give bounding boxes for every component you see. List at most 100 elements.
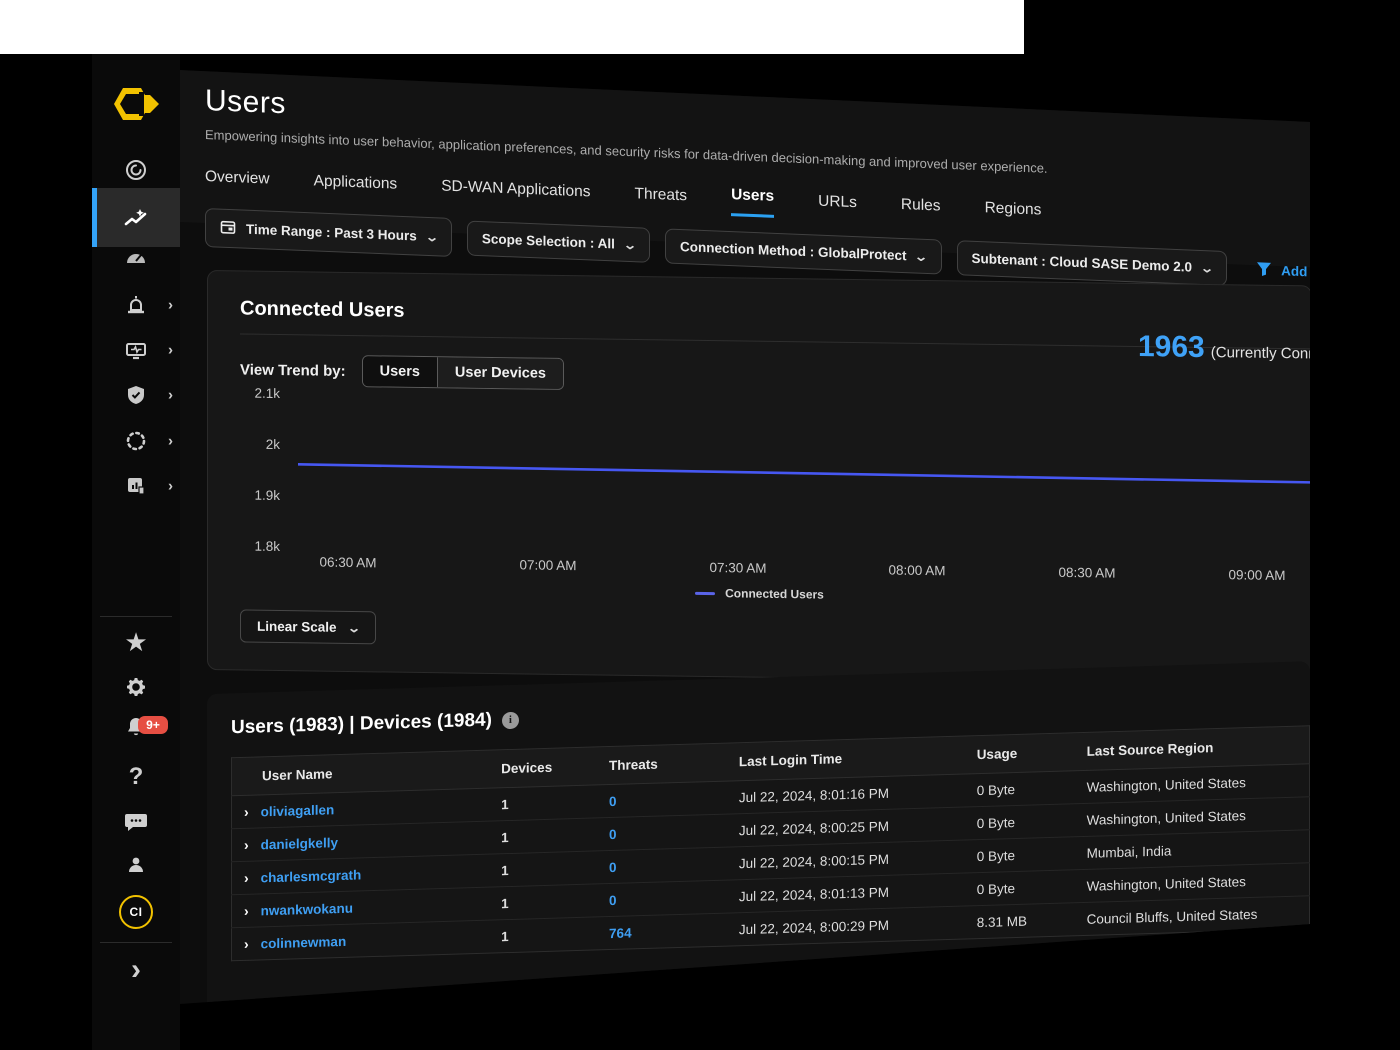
col-threats[interactable]: Threats [597, 743, 727, 785]
sidebar-item-reports[interactable]: › [92, 464, 180, 508]
connected-users-card: Connected Users 1963 (Currently Connecte… [207, 270, 1310, 686]
usage-value: 0 Byte [964, 836, 1075, 874]
threats-link[interactable]: 0 [609, 793, 617, 809]
gear-icon [127, 678, 145, 696]
chevron-down-icon: ⌄ [1200, 260, 1215, 276]
region-value: Council Bluffs, United States [1074, 895, 1310, 936]
tab-regions[interactable]: Regions [984, 199, 1042, 219]
trend-sparkle-icon [124, 209, 147, 226]
sidebar: › › › › [92, 54, 180, 1050]
tab-sdwan-applications[interactable]: SD-WAN Applications [441, 177, 591, 201]
scope-label: Scope Selection : All [481, 231, 615, 252]
sidebar-active-indicator [92, 188, 97, 247]
tab-urls[interactable]: URLs [818, 192, 857, 212]
sidebar-item-overview[interactable] [92, 148, 180, 192]
tab-applications[interactable]: Applications [313, 172, 398, 193]
threats-link[interactable]: 0 [609, 892, 617, 908]
current-count-value: 1963 [1138, 330, 1205, 364]
subtenant-label: Subtenant : Cloud SASE Demo 2.0 [971, 250, 1193, 275]
current-count-caption: (Currently Connected) [1210, 344, 1359, 364]
sidebar-item-settings[interactable] [92, 665, 180, 709]
row-expand-icon[interactable]: › [244, 869, 249, 886]
chevron-down-icon: ⌄ [346, 620, 361, 635]
threats-link[interactable]: 764 [609, 924, 632, 941]
sidebar-item-scan[interactable]: › [92, 419, 180, 463]
x-tick: 08:00 AM [888, 563, 945, 579]
sidebar-item-security[interactable]: › [92, 373, 180, 417]
add-filter-label: Add Filter [1281, 263, 1345, 281]
y-tick: 1.8k [254, 539, 280, 554]
threats-link[interactable]: 0 [609, 826, 617, 842]
sidebar-item-activity-insights[interactable] [92, 195, 180, 241]
row-expand-icon[interactable]: › [244, 902, 249, 919]
threats-link[interactable]: 0 [609, 859, 617, 875]
prisma-logo-icon [114, 88, 159, 120]
user-link[interactable]: nwankwokanu [260, 900, 353, 919]
sidebar-item-workflows[interactable]: › [92, 328, 180, 372]
filter-bar: Time Range : Past 3 Hours ⌄ Scope Select… [205, 208, 1310, 291]
sidebar-item-incidents-alerts[interactable]: › [92, 283, 180, 327]
users-table-title: Users (1983) | Devices (1984) i [231, 709, 519, 740]
sidebar-divider [100, 616, 172, 617]
sidebar-expand-button[interactable]: › [92, 948, 180, 992]
user-link[interactable]: danielgkelly [260, 835, 338, 853]
usage-value: 0 Byte [964, 803, 1075, 841]
page-top-strip [0, 0, 1024, 54]
row-expand-icon[interactable]: › [244, 803, 249, 820]
tab-threats[interactable]: Threats [634, 185, 688, 205]
col-usage[interactable]: Usage [964, 732, 1075, 775]
card-title: Connected Users [240, 297, 405, 322]
trend-toggle-user-devices[interactable]: User Devices [436, 357, 563, 389]
col-devices[interactable]: Devices [489, 746, 598, 789]
star-icon: ★ [124, 627, 148, 657]
chevron-down-icon: ⌄ [622, 237, 637, 252]
x-tick: 06:30 AM [319, 555, 376, 571]
user-link[interactable]: charlesmcgrath [260, 867, 362, 886]
usage-value: 0 Byte [964, 770, 1075, 808]
scope-selection-filter[interactable]: Scope Selection : All ⌄ [466, 220, 650, 263]
sidebar-item-profile[interactable] [92, 843, 180, 887]
y-tick: 2k [266, 437, 281, 452]
add-filter-button[interactable]: Add Filter [1256, 261, 1345, 283]
users-table-title-text: Users (1983) | Devices (1984) [231, 709, 492, 739]
y-tick: 2.1k [254, 386, 280, 401]
trend-toggle-users[interactable]: Users [362, 356, 437, 388]
user-link[interactable]: oliviagallen [260, 802, 335, 820]
devices-value: 1 [489, 883, 598, 921]
x-tick: 07:30 AM [709, 560, 766, 576]
linear-scale-dropdown[interactable]: Linear Scale ⌄ [240, 609, 376, 645]
connection-method-label: Connection Method : GlobalProtect [679, 239, 907, 264]
chart-line [297, 462, 1310, 484]
devices-value: 1 [489, 784, 598, 822]
row-expand-icon[interactable]: › [244, 836, 249, 853]
sidebar-item-favorites[interactable]: ★ [92, 620, 180, 664]
users-table-card: Users (1983) | Devices (1984) i User Nam… [207, 661, 1310, 1004]
time-range-filter[interactable]: Time Range : Past 3 Hours ⌄ [205, 208, 452, 257]
info-icon[interactable]: i [501, 711, 519, 729]
sidebar-divider [100, 942, 172, 943]
report-chart-icon [128, 478, 145, 495]
sidebar-logo[interactable] [92, 78, 180, 130]
x-tick: 08:30 AM [1058, 565, 1115, 581]
tab-rules[interactable]: Rules [900, 195, 941, 215]
tab-overview[interactable]: Overview [205, 168, 270, 188]
row-expand-icon[interactable]: › [244, 935, 249, 952]
time-range-label: Time Range : Past 3 Hours [246, 221, 417, 244]
sidebar-item-dashboard[interactable] [92, 238, 180, 282]
chevron-right-icon: › [168, 432, 173, 450]
chevron-down-icon: ⌄ [914, 248, 929, 264]
sidebar-avatar[interactable]: CI [92, 890, 180, 934]
tab-users[interactable]: Users [731, 186, 775, 218]
x-tick: 07:00 AM [519, 557, 576, 573]
user-link[interactable]: colinnewman [260, 933, 347, 952]
page-header: Users Empowering insights into user beha… [205, 84, 1310, 291]
calendar-icon [220, 219, 236, 239]
dotted-circle-icon [126, 431, 146, 451]
sidebar-item-help[interactable]: ? [92, 755, 180, 799]
person-icon [129, 857, 143, 872]
users-table: User Name Devices Threats Last Login Tim… [231, 725, 1310, 962]
funnel-icon [1256, 261, 1272, 280]
sidebar-item-feedback[interactable] [92, 800, 180, 844]
y-tick: 1.9k [254, 488, 280, 503]
last-login-value: Jul 22, 2024, 8:00:29 PM [726, 906, 965, 947]
